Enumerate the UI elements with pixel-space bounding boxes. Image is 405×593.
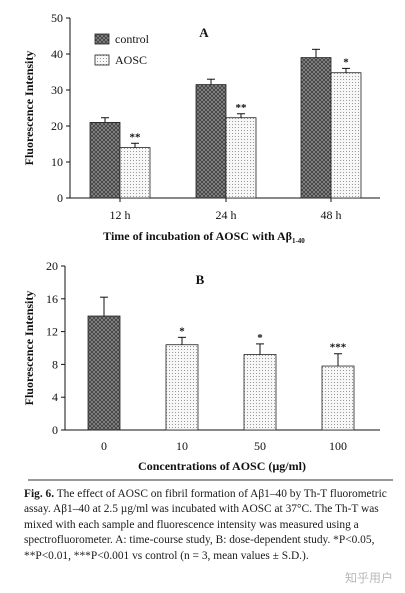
caption-label: Fig. 6. — [24, 488, 55, 500]
y-tick-label: 4 — [52, 390, 58, 404]
caption-line-3: 37°C. The Th-T was mixed with each sampl… — [24, 503, 379, 531]
x-tick-label: 100 — [329, 439, 347, 453]
y-tick-label: 30 — [51, 83, 63, 97]
bar-concentration-100 — [321, 365, 355, 431]
caption-line-4: intensity was measured using a spectrofl… — [24, 518, 359, 547]
x-tick-label: 12 h — [110, 208, 131, 222]
panel-label: B — [196, 272, 205, 287]
y-axis-label: Fluorescence Intensity — [22, 291, 36, 406]
x-tick-label: 0 — [101, 439, 107, 453]
bar-control — [195, 84, 227, 199]
bar-AOSC — [225, 117, 257, 199]
caption-line-5: study, B: dose-dependent study. *P<0.05,… — [24, 534, 375, 562]
significance-mark: ** — [130, 131, 142, 143]
y-tick-label: 40 — [51, 47, 63, 61]
significance-mark: * — [179, 325, 185, 337]
y-tick-label: 50 — [51, 11, 63, 25]
x-axis-label: Time of incubation of AOSC with Aβ1-40 — [103, 229, 305, 245]
bar-AOSC — [119, 147, 151, 199]
legend-label-control: control — [115, 32, 150, 46]
significance-mark: *** — [330, 342, 347, 354]
legend-swatch-AOSC — [94, 54, 110, 66]
significance-mark: ** — [236, 102, 248, 114]
x-tick-label: 50 — [254, 439, 266, 453]
x-tick-label: 10 — [176, 439, 188, 453]
y-tick-label: 10 — [51, 155, 63, 169]
bar-control — [300, 57, 332, 199]
bar-AOSC — [330, 72, 362, 199]
legend-label-AOSC: AOSC — [115, 53, 147, 67]
caption-line-6: control (n = 3, mean values ± S.D.). — [145, 549, 309, 562]
bar-control — [89, 122, 121, 199]
significance-mark: * — [343, 56, 349, 68]
bar-concentration-50 — [243, 354, 277, 431]
caption-line-2: fluorometric assay. Aβ1–40 at 2.5 µg/ml … — [24, 488, 387, 516]
significance-mark: * — [257, 332, 263, 344]
watermark-text: 知乎用户 — [344, 571, 393, 585]
bar-concentration-0 — [87, 315, 121, 431]
x-axis-label: Concentrations of AOSC (µg/ml) — [138, 459, 306, 473]
legend-swatch-control — [94, 33, 110, 45]
x-tick-label: 24 h — [216, 208, 237, 222]
y-axis-label: Fluorescence Intensity — [22, 51, 36, 166]
y-tick-label: 20 — [46, 259, 58, 273]
y-tick-label: 0 — [57, 191, 63, 205]
caption-line-1: The effect of AOSC on fibril formation o… — [56, 488, 327, 500]
y-tick-label: 8 — [52, 357, 58, 371]
y-tick-label: 20 — [51, 119, 63, 133]
x-tick-label: 48 h — [321, 208, 342, 222]
figure-caption: Fig. 6. The effect of AOSC on fibril for… — [24, 487, 392, 564]
y-tick-label: 12 — [46, 325, 58, 339]
chart-panel-b: 0 4 8 12 16 20 Fluorescence Intensity B 0 * 10 * 50 *… — [22, 259, 393, 481]
y-tick-label: 16 — [46, 292, 58, 306]
y-tick-label: 0 — [52, 423, 58, 437]
bar-concentration-10 — [165, 344, 199, 431]
panel-label: A — [199, 25, 209, 40]
